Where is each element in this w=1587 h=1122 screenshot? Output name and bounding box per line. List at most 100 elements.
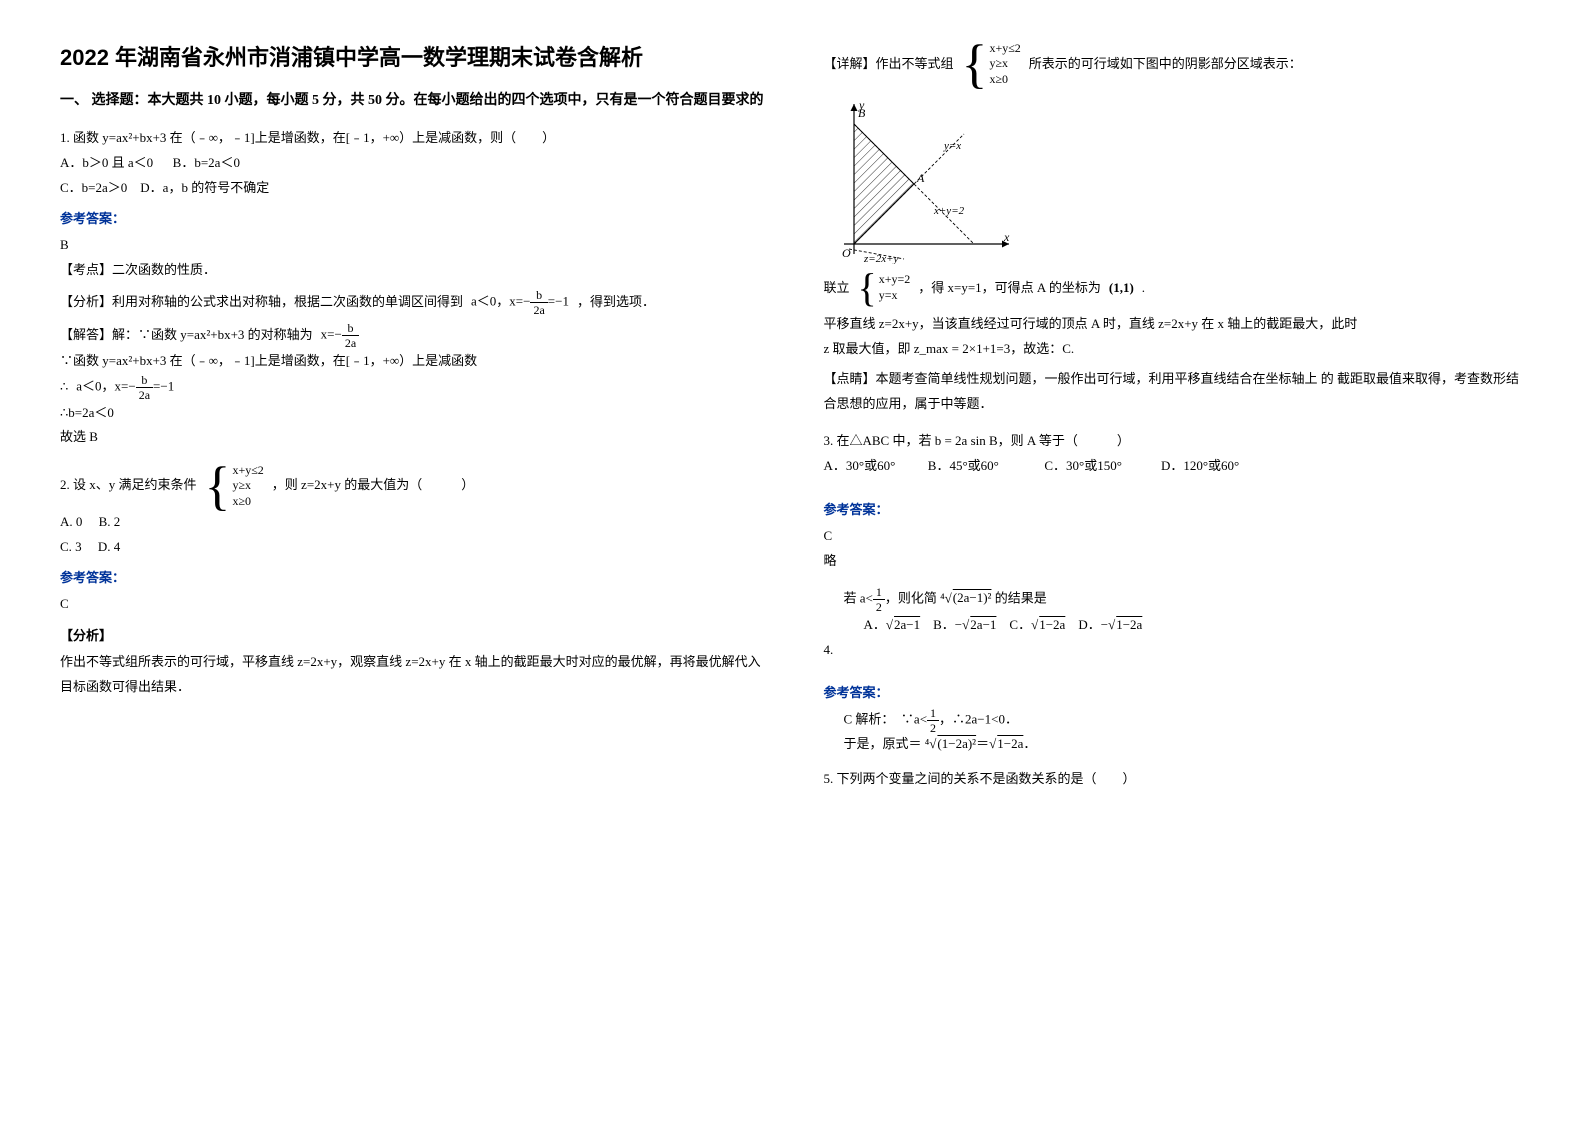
q3-optC: C．30°或150° xyxy=(1044,458,1122,473)
q4-jiexi1-pre: C 解析： ∵a< xyxy=(844,712,928,727)
q4-jiexi1-post: ，∴2a−1<0． xyxy=(939,712,1018,727)
q1-jieda5: 故选 B xyxy=(60,425,764,450)
q1-jieda1-text: 【解答】解：∵函数 y=ax²+bx+3 的对称轴为 xyxy=(60,325,313,346)
q3-optB: B．45°或60° xyxy=(928,458,999,473)
detail-sys3: x≥0 xyxy=(989,72,1020,88)
q4-jiexi2-rad1: (1−2a)² xyxy=(936,736,976,751)
q4-answer-label: 参考答案： xyxy=(824,682,1528,701)
q1-jieda4: ∴b=2a＜0 xyxy=(60,401,764,426)
q3-answer: C xyxy=(824,524,1528,549)
q4-optB-rad: 2a−1 xyxy=(969,617,996,632)
q1-jieda1-math: x=−b2a xyxy=(321,322,360,349)
q1-options-row2: C．b=2a＞0 D．a，b 的符号不确定 xyxy=(60,176,764,201)
q3-lue: 略 xyxy=(824,549,1528,574)
section-1-heading: 一、 选择题：本大题共 10 小题，每小题 5 分，共 50 分。在每小题给出的… xyxy=(60,90,764,112)
diag-A: A xyxy=(916,171,925,185)
q2-stem-post: ，则 z=2x+y 的最大值为（ ） xyxy=(272,475,474,496)
q2-sys1: x+y≤2 xyxy=(232,463,263,479)
lianli-post: . xyxy=(1142,278,1145,299)
q2-fenxi-label: 【分析】 xyxy=(60,625,764,644)
q4-jiexi2-mid: ＝ xyxy=(976,736,989,751)
q4-stem-pre: 若 a< xyxy=(844,590,873,605)
q1-optD: D．a，b 的符号不确定 xyxy=(140,180,269,195)
dianjing: 【点睛】本题考查简单线性规划问题，一般作出可行域，利用平移直线结合在坐标轴上 的… xyxy=(824,367,1528,416)
diag-x: x xyxy=(1003,230,1010,244)
lianli-pre: 联立 xyxy=(824,278,850,299)
zmax: z 取最大值，即 z_max = 2×1+1=3，故选：C. xyxy=(824,337,1528,362)
q1-answer: B xyxy=(60,233,764,258)
q1-optA: A．b＞0 且 a＜0 xyxy=(60,155,153,170)
detail-sys2: y≥x xyxy=(989,56,1020,72)
q4-stem-mid: ，则化简 ⁴√ xyxy=(885,590,952,605)
q1-jieda2: ∵函数 y=ax²+bx+3 在（﹣∞，﹣1]上是增函数，在[﹣1，+∞）上是减… xyxy=(60,349,764,374)
q2-answer: C xyxy=(60,592,764,617)
diag-y: y xyxy=(858,98,865,112)
q4-options: A．√2a−1 B．−√2a−1 C．√1−2a D．−√1−2a xyxy=(824,613,1528,638)
q2-sys3: x≥0 xyxy=(232,494,263,510)
q2-options-row1: A. 0 B. 2 xyxy=(60,510,764,535)
q4-jiexi2-pre: 于是，原式＝ ⁴√ xyxy=(844,736,937,751)
detail-pre: 【详解】作出不等式组 xyxy=(824,54,954,75)
diag-xpy: x+y=2 xyxy=(933,205,965,217)
q4-jiexi2-rad2: 1−2a xyxy=(996,736,1023,751)
q4-optC-rad: 1−2a xyxy=(1038,617,1065,632)
q2-sys2: y≥x xyxy=(232,478,263,494)
q4-optA-rad: 2a−1 xyxy=(893,617,920,632)
q1-fenxi-math: a＜0，x=−b2a=−1 xyxy=(471,289,569,316)
q1-answer-label: 参考答案： xyxy=(60,208,764,227)
q3-optA: A．30°或60° xyxy=(824,458,896,473)
q2-optB: B. 2 xyxy=(99,514,121,529)
lianli-l2: y=x xyxy=(879,288,911,304)
q2-optC: C. 3 xyxy=(60,539,82,554)
q2-fenxi-body: 作出不等式组所表示的可行域，平移直线 z=2x+y，观察直线 z=2x+y 在 … xyxy=(60,650,764,699)
detail-system: { x+y≤2 y≥x x≥0 xyxy=(962,40,1021,88)
q1-fenxi: 【分析】利用对称轴的公式求出对称轴，根据二次函数的单调区间得到 a＜0，x=−b… xyxy=(60,289,764,316)
q4-optD-pre: D．− xyxy=(1078,617,1108,632)
q4-jiexi2-post: ． xyxy=(1023,736,1036,751)
q2-optA: A. 0 xyxy=(60,514,82,529)
q4-optC-pre: C． xyxy=(1009,617,1031,632)
q1-optC: C．b=2a＞0 xyxy=(60,180,127,195)
q2-answer-label: 参考答案： xyxy=(60,567,764,586)
pingyi: 平移直线 z=2x+y，当该直线经过可行域的顶点 A 时，直线 z=2x+y 在… xyxy=(824,312,1528,337)
q1-kaodian: 【考点】二次函数的性质． xyxy=(60,258,764,283)
diag-z: z=2x+y xyxy=(863,253,899,264)
feasible-region-diagram: B A O x y y=x x+y=2 z=2x+y xyxy=(824,94,1024,264)
q2-stem-pre: 2. 设 x、y 满足约束条件 xyxy=(60,475,197,496)
q4-jiexi1: C 解析： ∵a<12，∴2a−1<0． xyxy=(824,707,1528,734)
q4-optD-rad: 1−2a xyxy=(1115,617,1142,632)
q1-options-row1: A．b＞0 且 a＜0 B．b=2a＜0 xyxy=(60,151,764,176)
q4-jiexi2: 于是，原式＝ ⁴√(1−2a)²＝√1−2a． xyxy=(824,734,1528,755)
q1-optB: B．b=2a＜0 xyxy=(173,155,240,170)
lianli-row: 联立 { x+y=2 y=x ，得 x=y=1，可得点 A 的坐标为 (1,1)… xyxy=(824,270,1528,306)
q3-answer-label: 参考答案： xyxy=(824,499,1528,518)
lianli-system: { x+y=2 y=x xyxy=(858,270,911,306)
q3-optD: D．120°或60° xyxy=(1161,458,1239,473)
q2-optD: D. 4 xyxy=(98,539,120,554)
q4-expr-under: (2a−1)² xyxy=(952,590,992,605)
lianli-l1: x+y=2 xyxy=(879,272,911,288)
q3-options: A．30°或60° B．45°或60° C．30°或150° D．120°或60… xyxy=(824,453,1528,479)
detail-post: 所表示的可行域如下图中的阴影部分区域表示： xyxy=(1029,54,1302,75)
page-title: 2022 年湖南省永州市消浦镇中学高一数学理期末试卷含解析 xyxy=(60,40,764,72)
q2-system: { x+y≤2 y≥x x≥0 xyxy=(205,462,264,510)
q1-fenxi-text: 【分析】利用对称轴的公式求出对称轴，根据二次函数的单调区间得到 xyxy=(60,292,463,313)
q2-stem: 2. 设 x、y 满足约束条件 { x+y≤2 y≥x x≥0 ，则 z=2x+… xyxy=(60,462,764,510)
detail-sys1: x+y≤2 xyxy=(989,41,1020,57)
q1-stem: 1. 函数 y=ax²+bx+3 在（﹣∞，﹣1]上是增函数，在[﹣1，+∞）上… xyxy=(60,126,764,151)
q4-stem: 若 a<12，则化简 ⁴√(2a−1)² 的结果是 xyxy=(824,586,1528,613)
lianli-mid: ，得 x=y=1，可得点 A 的坐标为 xyxy=(918,278,1101,299)
q4-optA-pre: A． xyxy=(864,617,886,632)
diag-O: O xyxy=(842,246,851,260)
q5-stem: 5. 下列两个变量之间的关系不是函数关系的是（ ） xyxy=(824,767,1528,792)
q4-num: 4. xyxy=(824,638,1528,663)
q1-fenxi-tail: ，得到选项． xyxy=(577,292,655,313)
q4-stem-post: 的结果是 xyxy=(991,590,1046,605)
q2-options-row2: C. 3 D. 4 xyxy=(60,535,764,560)
q1-jieda1: 【解答】解：∵函数 y=ax²+bx+3 的对称轴为 x=−b2a xyxy=(60,322,764,349)
diag-yx: y=x xyxy=(943,140,961,152)
q1-jieda3-math: a＜0，x=−b2a=−1 xyxy=(76,374,174,401)
q4-optB-pre: B．− xyxy=(933,617,962,632)
left-column: 2022 年湖南省永州市消浦镇中学高一数学理期末试卷含解析 一、 选择题：本大题… xyxy=(60,40,764,1082)
q1-jieda3-pre: ∴ xyxy=(60,377,68,398)
